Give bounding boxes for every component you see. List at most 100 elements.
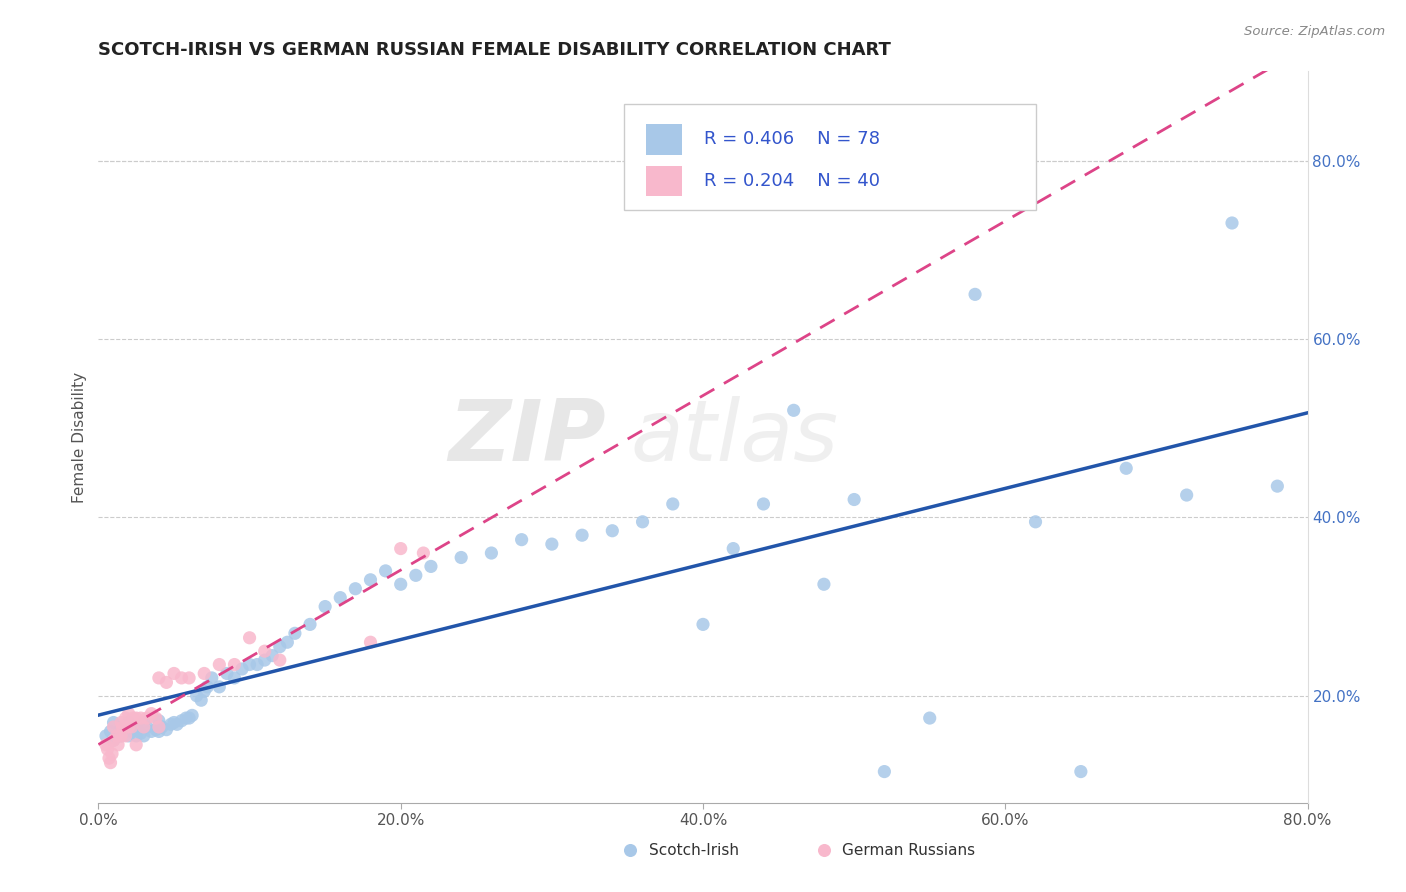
Point xyxy=(661,497,683,511)
Point xyxy=(1220,216,1243,230)
Point xyxy=(405,568,427,582)
Point xyxy=(160,717,183,731)
Point xyxy=(412,546,434,560)
Point xyxy=(193,684,215,698)
Point xyxy=(571,528,593,542)
Point xyxy=(190,693,212,707)
Y-axis label: Female Disability: Female Disability xyxy=(72,371,87,503)
Point xyxy=(208,657,231,672)
Point xyxy=(420,559,443,574)
Point xyxy=(231,662,253,676)
Point xyxy=(284,626,307,640)
Point xyxy=(94,738,117,752)
Point xyxy=(118,720,141,734)
Point xyxy=(1024,515,1046,529)
Point xyxy=(186,689,208,703)
Point xyxy=(344,582,367,596)
Point xyxy=(145,723,167,737)
Point xyxy=(179,671,201,685)
Bar xyxy=(647,166,682,196)
Point xyxy=(107,738,129,752)
Point xyxy=(239,657,262,672)
Point xyxy=(450,550,472,565)
Point xyxy=(1175,488,1198,502)
Point xyxy=(723,541,745,556)
Point xyxy=(360,573,382,587)
Point xyxy=(103,733,125,747)
Point xyxy=(1115,461,1137,475)
Point xyxy=(148,671,170,685)
Point xyxy=(101,747,124,761)
Point xyxy=(389,577,412,591)
Point xyxy=(253,653,276,667)
Point xyxy=(103,733,125,747)
Point xyxy=(783,403,806,417)
Point xyxy=(813,577,835,591)
Point xyxy=(918,711,941,725)
Text: ZIP: ZIP xyxy=(449,395,606,479)
Point xyxy=(148,720,170,734)
Point xyxy=(224,657,246,672)
Point xyxy=(193,666,215,681)
Point xyxy=(155,675,177,690)
Point xyxy=(201,671,224,685)
Point xyxy=(103,715,125,730)
Point xyxy=(135,720,157,734)
Point xyxy=(122,711,145,725)
Text: Scotch-Irish: Scotch-Irish xyxy=(648,843,738,858)
Point xyxy=(269,640,291,654)
Point xyxy=(269,653,291,667)
Point xyxy=(100,724,122,739)
Point xyxy=(114,724,136,739)
Point xyxy=(129,711,152,725)
Point xyxy=(141,706,163,721)
Point xyxy=(752,497,775,511)
Point xyxy=(360,635,382,649)
Point xyxy=(98,751,121,765)
Point xyxy=(150,720,173,734)
Point xyxy=(105,729,128,743)
Point xyxy=(145,711,167,725)
Point xyxy=(215,666,238,681)
Text: Source: ZipAtlas.com: Source: ZipAtlas.com xyxy=(1244,25,1385,38)
Point xyxy=(374,564,396,578)
Point xyxy=(141,724,163,739)
Point xyxy=(163,666,186,681)
Point xyxy=(389,541,412,556)
Point xyxy=(148,724,170,739)
Point xyxy=(132,720,155,734)
Point xyxy=(179,711,201,725)
Point xyxy=(121,720,143,734)
Point xyxy=(114,711,136,725)
Point xyxy=(299,617,322,632)
Point xyxy=(118,729,141,743)
Point xyxy=(135,711,157,725)
Point xyxy=(965,287,987,301)
Text: atlas: atlas xyxy=(630,395,838,479)
Point xyxy=(166,717,188,731)
Bar xyxy=(647,124,682,154)
Point xyxy=(121,724,143,739)
Point xyxy=(110,720,132,734)
Point xyxy=(276,635,298,649)
Point xyxy=(111,720,134,734)
Point xyxy=(125,729,148,743)
Point xyxy=(195,680,218,694)
Point xyxy=(314,599,336,614)
Point xyxy=(174,711,197,725)
Point xyxy=(540,537,562,551)
Point xyxy=(1267,479,1289,493)
Point xyxy=(100,756,122,770)
Point xyxy=(155,723,177,737)
Point xyxy=(125,738,148,752)
Point xyxy=(170,714,193,728)
Point xyxy=(110,729,132,743)
Point xyxy=(510,533,533,547)
Point xyxy=(103,720,125,734)
Point xyxy=(125,711,148,725)
Point xyxy=(148,714,170,728)
Point xyxy=(110,715,132,730)
Point xyxy=(224,671,246,685)
Text: German Russians: German Russians xyxy=(842,843,976,858)
Point xyxy=(125,720,148,734)
